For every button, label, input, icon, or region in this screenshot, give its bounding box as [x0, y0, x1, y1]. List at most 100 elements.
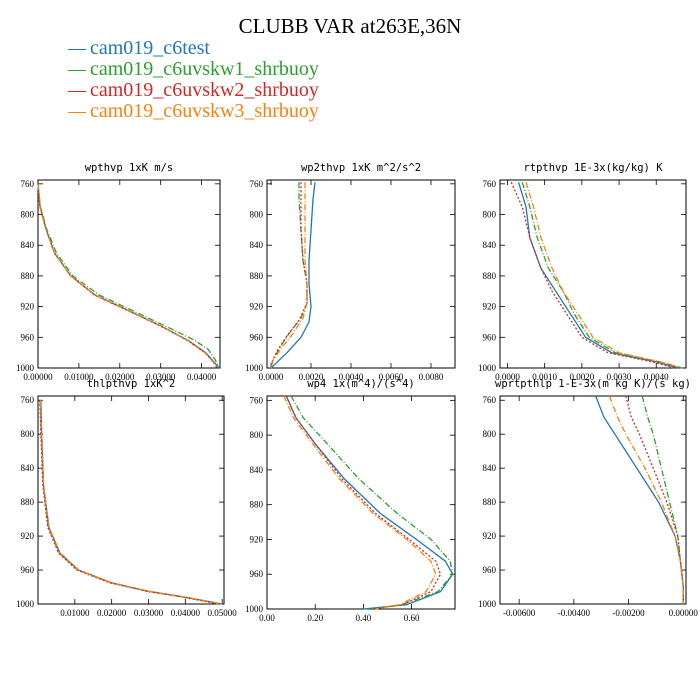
panel-frame-2: [499, 179, 687, 369]
panel-frame-0: [37, 179, 221, 369]
ytick-label-1-6: 1000: [245, 363, 264, 373]
legend-item-uvskw1: cam019_c6uvskw1_shrbuoy: [68, 59, 319, 80]
legend-item-uvskw2: cam019_c6uvskw2_shrbuoy: [68, 80, 319, 101]
panel-frame-4: [266, 395, 456, 610]
xtick-label-3-1: 0.02000: [97, 608, 127, 618]
ytick-label-3-4: 920: [21, 531, 35, 541]
legend-swatch-uvskw3: [68, 111, 86, 113]
ytick-label-5-4: 920: [483, 531, 497, 541]
series-line-2-2: [510, 182, 675, 369]
legend-item-c6test: cam019_c6test: [68, 38, 319, 59]
series-line-2-0: [517, 182, 679, 369]
panel-0: wpthvp 1xK m/s 760 800 840 880 920 960 10000.00…: [16, 162, 221, 382]
ytick-label-2-2: 840: [483, 240, 497, 250]
legend: cam019_c6test cam019_c6uvskw1_shrbuoy ca…: [68, 38, 319, 122]
xtick-label-4-1: 0.20: [307, 613, 323, 623]
panel-frame-1: [266, 179, 456, 369]
legend-label-c6test: cam019_c6test: [90, 37, 210, 59]
panel-5: wprtpthlp 1-E-3x(m kg K)/(s kg) 760 800 840…: [478, 378, 698, 618]
ytick-label-3-3: 880: [21, 497, 35, 507]
series-line-0-3: [37, 183, 219, 369]
ytick-label-4-5: 960: [250, 569, 264, 579]
ytick-label-3-6: 1000: [16, 599, 35, 609]
ytick-label-2-1: 800: [483, 210, 497, 220]
ytick-label-5-2: 840: [483, 463, 497, 473]
series-line-4-1: [290, 395, 454, 610]
xtick-label-4-2: 0.40: [356, 613, 372, 623]
ytick-label-4-1: 800: [250, 430, 264, 440]
xtick-label-4-0: 0.00: [259, 613, 275, 623]
xtick-label-0-4: 0.04000: [187, 372, 217, 382]
series-line-5-2: [625, 395, 684, 604]
ytick-label-4-6: 1000: [245, 604, 264, 614]
series-line-4-2: [285, 395, 442, 610]
series-line-3-3: [39, 400, 222, 605]
xtick-label-5-0: -0.00600: [503, 608, 536, 618]
ytick-label-1-0: 760: [250, 179, 264, 189]
xtick-label-0-1: 0.01000: [64, 372, 94, 382]
ytick-label-0-2: 840: [21, 240, 35, 250]
series-line-1-2: [270, 182, 308, 365]
series-line-3-2: [39, 400, 219, 605]
series-line-4-0: [285, 395, 454, 610]
panel-4: wp4 1x(m^4)/(s^4)76080084088092096010000…: [245, 378, 456, 623]
xtick-label-3-2: 0.03000: [134, 608, 164, 618]
ytick-label-2-0: 760: [483, 179, 497, 189]
xtick-label-2-2: 0.0020: [569, 372, 594, 382]
ytick-label-0-6: 1000: [16, 363, 35, 373]
ytick-label-5-1: 800: [483, 429, 497, 439]
series-line-5-0: [595, 395, 684, 604]
series-line-4-3: [283, 395, 437, 610]
ytick-label-0-3: 880: [21, 271, 35, 281]
legend-label-uvskw2: cam019_c6uvskw2_shrbuoy: [90, 79, 319, 101]
ytick-label-5-5: 960: [483, 565, 497, 575]
panel-title-4: wp4 1x(m^4)/(s^4): [307, 378, 414, 390]
ytick-label-0-1: 800: [21, 210, 35, 220]
ytick-label-0-0: 760: [21, 179, 35, 189]
panel-3: thlpthvp 1xK^2 760 800 840 880 920 960 1000 0.01…: [16, 378, 237, 618]
xtick-label-2-1: 0.0010: [532, 372, 557, 382]
legend-swatch-uvskw2: [68, 90, 86, 92]
ytick-label-4-4: 920: [250, 534, 264, 544]
series-line-0-2: [37, 183, 218, 369]
ytick-label-5-6: 1000: [478, 599, 497, 609]
ytick-label-4-2: 840: [250, 465, 264, 475]
legend-swatch-uvskw1: [68, 69, 86, 71]
series-line-0-0: [37, 183, 220, 369]
series-line-1-0: [270, 182, 316, 369]
xtick-label-2-3: 0.0030: [607, 372, 632, 382]
panel-title-1: wp2thvp 1xK m^2/s^2: [301, 162, 421, 174]
panel-2: rtpthvp 1E-3x(kg/kg) K 760 800 840 880 920 960…: [478, 162, 687, 382]
xtick-label-3-4: 0.05000: [208, 608, 238, 618]
ytick-label-1-2: 840: [250, 240, 264, 250]
legend-label-uvskw1: cam019_c6uvskw1_shrbuoy: [90, 58, 319, 80]
xtick-label-2-4: 0.0040: [644, 372, 669, 382]
xtick-label-1-3: 0.0060: [379, 372, 404, 382]
ytick-label-2-5: 960: [483, 332, 497, 342]
ytick-label-4-3: 880: [250, 500, 264, 510]
ytick-label-1-4: 920: [250, 302, 264, 312]
xtick-label-0-0: 0.00000: [23, 372, 53, 382]
ytick-label-0-4: 920: [21, 302, 35, 312]
ytick-label-0-5: 960: [21, 332, 35, 342]
ytick-label-3-1: 800: [21, 429, 35, 439]
xtick-label-3-0: 0.01000: [60, 608, 90, 618]
panel-frame-3: [37, 395, 225, 605]
panel-frame-5: [499, 395, 687, 605]
xtick-label-3-3: 0.04000: [171, 608, 201, 618]
xtick-label-1-4: 0.0080: [419, 372, 444, 382]
xtick-label-4-3: 0.60: [404, 613, 420, 623]
xtick-label-5-2: -0.00200: [612, 608, 645, 618]
ytick-label-2-4: 920: [483, 302, 497, 312]
ytick-label-4-0: 760: [250, 395, 264, 405]
series-line-5-3: [608, 395, 684, 604]
ytick-label-5-3: 880: [483, 497, 497, 507]
series-line-1-1: [270, 182, 308, 369]
xtick-label-5-1: -0.00400: [558, 608, 591, 618]
panel-title-0: wpthvp 1xK m/s: [85, 162, 174, 174]
xtick-label-0-2: 0.02000: [105, 372, 135, 382]
xtick-label-1-1: 0.0020: [299, 372, 324, 382]
series-line-3-0: [40, 400, 223, 605]
legend-item-uvskw3: cam019_c6uvskw3_shrbuoy: [68, 101, 319, 122]
